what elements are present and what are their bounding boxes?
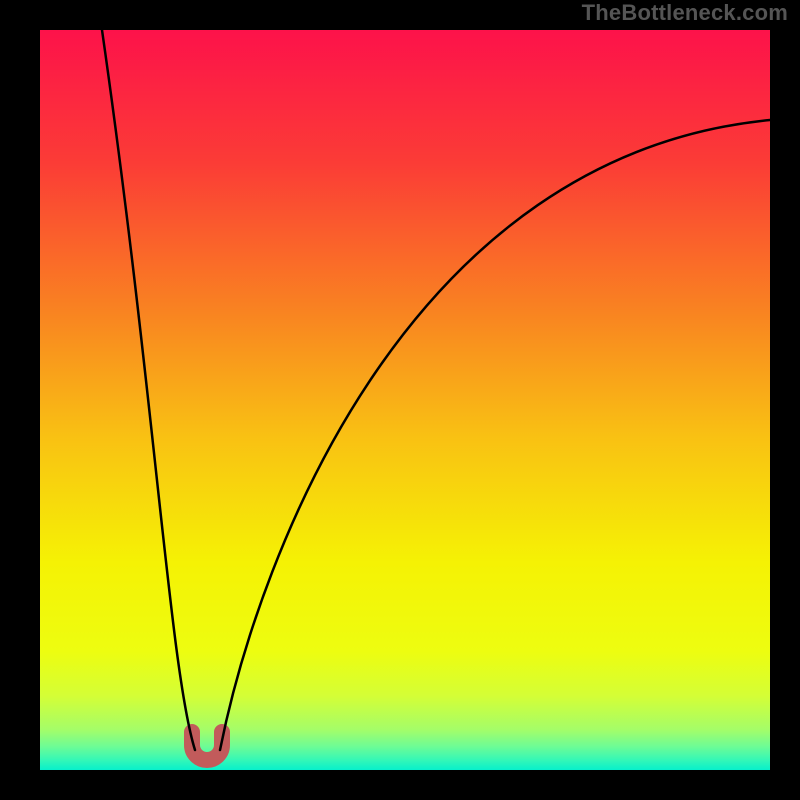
plot-area xyxy=(40,30,770,770)
plot-svg xyxy=(40,30,770,770)
attribution-text: TheBottleneck.com xyxy=(582,0,788,26)
gradient-background xyxy=(40,30,770,770)
